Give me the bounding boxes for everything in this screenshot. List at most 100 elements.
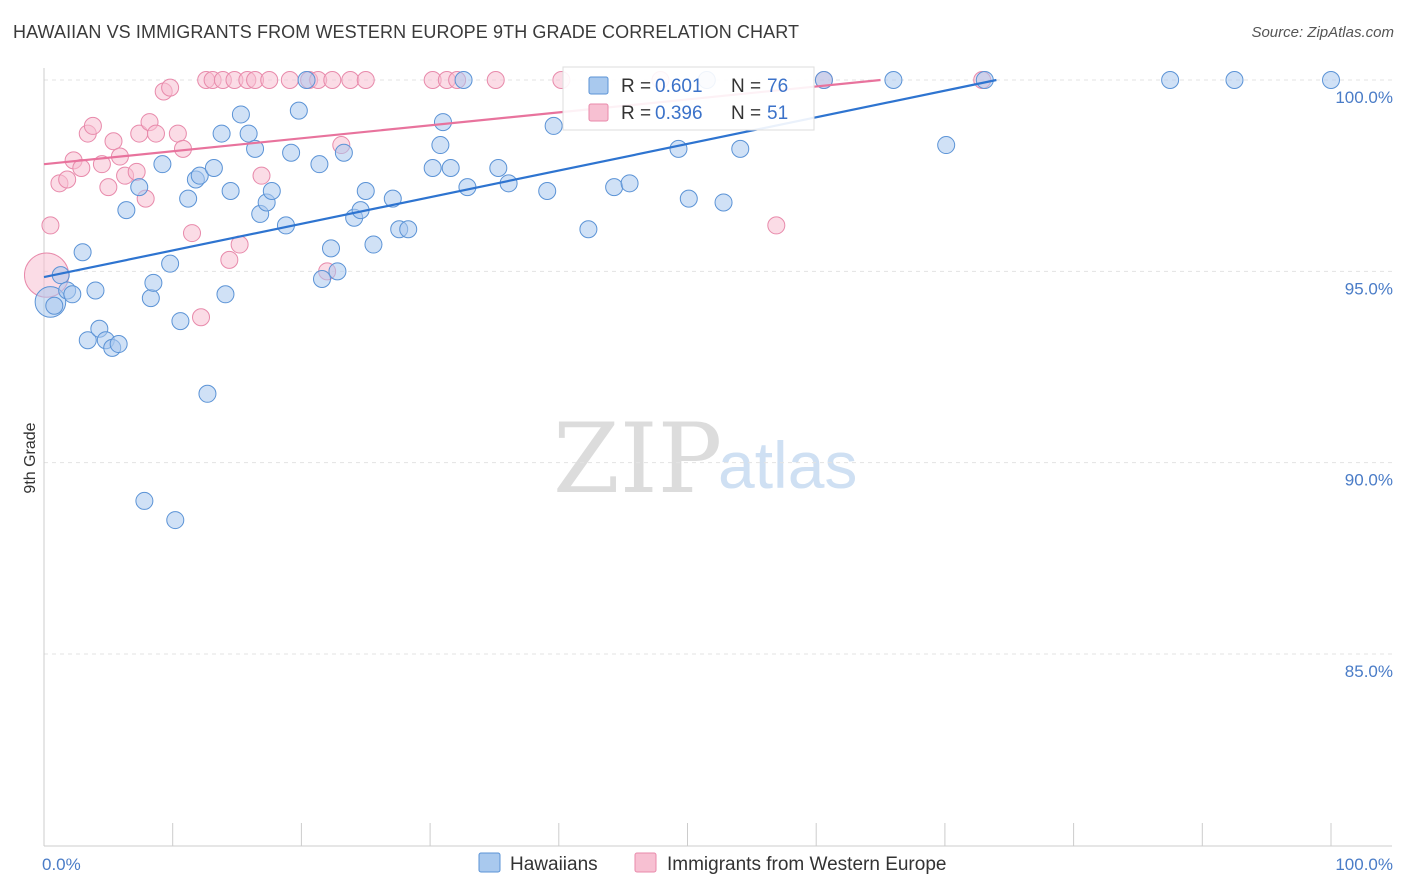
y-tick-label-1: 95.0%	[1345, 279, 1393, 298]
hawaiians-point-52	[431, 136, 450, 155]
immigrants-point-19	[161, 78, 180, 97]
legend-n-label-hawaiians: N =	[731, 76, 761, 97]
hawaiians-point-64	[669, 139, 688, 158]
hawaiians-point-58	[499, 174, 518, 193]
hawaiians-point-31	[246, 139, 265, 158]
hawaiians-point-47	[364, 235, 383, 254]
hawaiians-point-43	[334, 143, 353, 162]
hawaiians-point-38	[297, 71, 316, 89]
hawaiians-point-46	[356, 181, 375, 200]
hawaiians-point-67	[714, 193, 733, 212]
hawaiians-point-42	[328, 262, 347, 281]
immigrants-point-41	[356, 71, 375, 89]
legend-r-value-hawaiians: 0.601	[655, 76, 703, 97]
y-tick-labels: 100.0% 95.0% 90.0% 85.0%	[1335, 88, 1393, 681]
hawaiians-point-36	[282, 143, 301, 162]
immigrants-point-20	[168, 124, 187, 143]
immigrants-point-7	[83, 116, 102, 135]
hawaiians-point-40	[312, 269, 331, 288]
immigrants-point-23	[192, 308, 211, 327]
hawaiians-point-29	[231, 105, 250, 124]
hawaiians-point-5	[73, 243, 92, 262]
legend-n-label-immigrants: N =	[731, 103, 761, 124]
immigrants-point-3	[58, 170, 77, 189]
legend-r-label-immigrants: R =	[621, 103, 651, 124]
hawaiians-point-6	[78, 331, 97, 350]
hawaiians-point-55	[454, 71, 473, 89]
hawaiians-point-68	[731, 139, 750, 158]
watermark-zip: ZIP	[553, 403, 722, 515]
bottom-legend: Hawaiians Immigrants from Western Europe	[478, 852, 946, 875]
hawaiians-point-16	[144, 273, 163, 292]
series-immigrants-points	[23, 71, 992, 327]
hawaiians-point-7	[86, 281, 105, 300]
hawaiians-point-18	[161, 254, 180, 273]
hawaiians-point-74	[1225, 71, 1244, 89]
hawaiians-point-53	[433, 113, 452, 132]
hawaiians-point-26	[212, 124, 231, 143]
hawaiians-point-24	[198, 384, 217, 403]
hawaiians-point-25	[204, 159, 223, 178]
gridlines	[44, 79, 1392, 655]
chart-title: HAWAIIAN VS IMMIGRANTS FROM WESTERN EURO…	[13, 22, 800, 42]
legend-swatch-immigrants	[588, 103, 609, 122]
hawaiians-point-23	[190, 166, 209, 185]
hawaiians-point-12	[117, 201, 136, 220]
hawaiians-point-37	[289, 101, 308, 120]
hawaiians-point-19	[166, 511, 185, 530]
hawaiians-point-61	[579, 220, 598, 239]
legend-swatch-hawaiians	[588, 76, 609, 95]
hawaiians-point-13	[130, 178, 149, 197]
legend-n-value-hawaiians: 76	[767, 76, 788, 97]
hawaiians-point-14	[135, 491, 154, 510]
trendlines	[43, 78, 997, 279]
immigrants-point-1	[41, 216, 60, 235]
hawaiians-point-41	[322, 239, 341, 258]
hawaiians-point-70	[884, 71, 903, 89]
immigrants-point-13	[127, 162, 146, 181]
series-hawaiians-points	[34, 71, 1340, 530]
immigrants-point-10	[104, 132, 123, 151]
legend-r-label-hawaiians: R =	[621, 76, 651, 97]
hawaiians-point-54	[441, 159, 460, 178]
hawaiians-point-27	[216, 285, 235, 304]
hawaiians-point-21	[179, 189, 198, 208]
immigrants-point-48	[767, 216, 786, 235]
hawaiians-point-73	[1161, 71, 1180, 89]
immigrants-point-9	[99, 178, 118, 197]
hawaiians-point-28	[221, 181, 240, 200]
hawaiians-point-50	[399, 220, 418, 239]
immigrants-point-22	[183, 224, 202, 243]
hawaiians-point-59	[538, 181, 557, 200]
immigrants-point-33	[260, 71, 279, 89]
y-tick-label-0: 100.0%	[1335, 88, 1393, 107]
stats-legend: R = 0.601 N = 76 R = 0.396 N = 51	[562, 66, 815, 131]
immigrants-point-45	[486, 71, 505, 89]
bottom-legend-swatch-hawaiians	[478, 852, 501, 873]
hawaiians-point-48	[383, 189, 402, 208]
hawaiians-point-17	[153, 155, 172, 174]
y-axis-title: 9th Grade	[22, 422, 39, 493]
bottom-legend-label-immigrants: Immigrants from Western Europe	[667, 854, 946, 875]
immigrants-point-8	[92, 155, 111, 174]
watermark: ZIP atlas	[553, 403, 857, 515]
immigrants-point-32	[252, 166, 271, 185]
hawaiians-point-75	[1322, 71, 1340, 89]
hawaiians-point-34	[262, 181, 281, 200]
x-tick-labels: 0.0% 100.0%	[42, 855, 1393, 874]
source-label: Source: ZipAtlas.com	[1251, 24, 1394, 41]
hawaiians-point-65	[679, 189, 698, 208]
immigrants-point-38	[323, 71, 342, 89]
immigrants-point-27	[220, 250, 239, 269]
y-tick-label-3: 85.0%	[1345, 662, 1393, 681]
hawaiians-point-62	[605, 178, 624, 197]
hawaiians-point-15	[141, 289, 160, 308]
watermark-atlas: atlas	[718, 428, 857, 502]
hawaiians-point-1	[45, 296, 64, 315]
x-tick-label-1: 100.0%	[1335, 855, 1393, 874]
hawaiians-point-39	[310, 155, 329, 174]
hawaiians-point-57	[489, 159, 508, 178]
hawaiians-point-4	[63, 285, 82, 304]
immigrants-point-34	[280, 71, 299, 89]
hawaiians-point-51	[423, 159, 442, 178]
